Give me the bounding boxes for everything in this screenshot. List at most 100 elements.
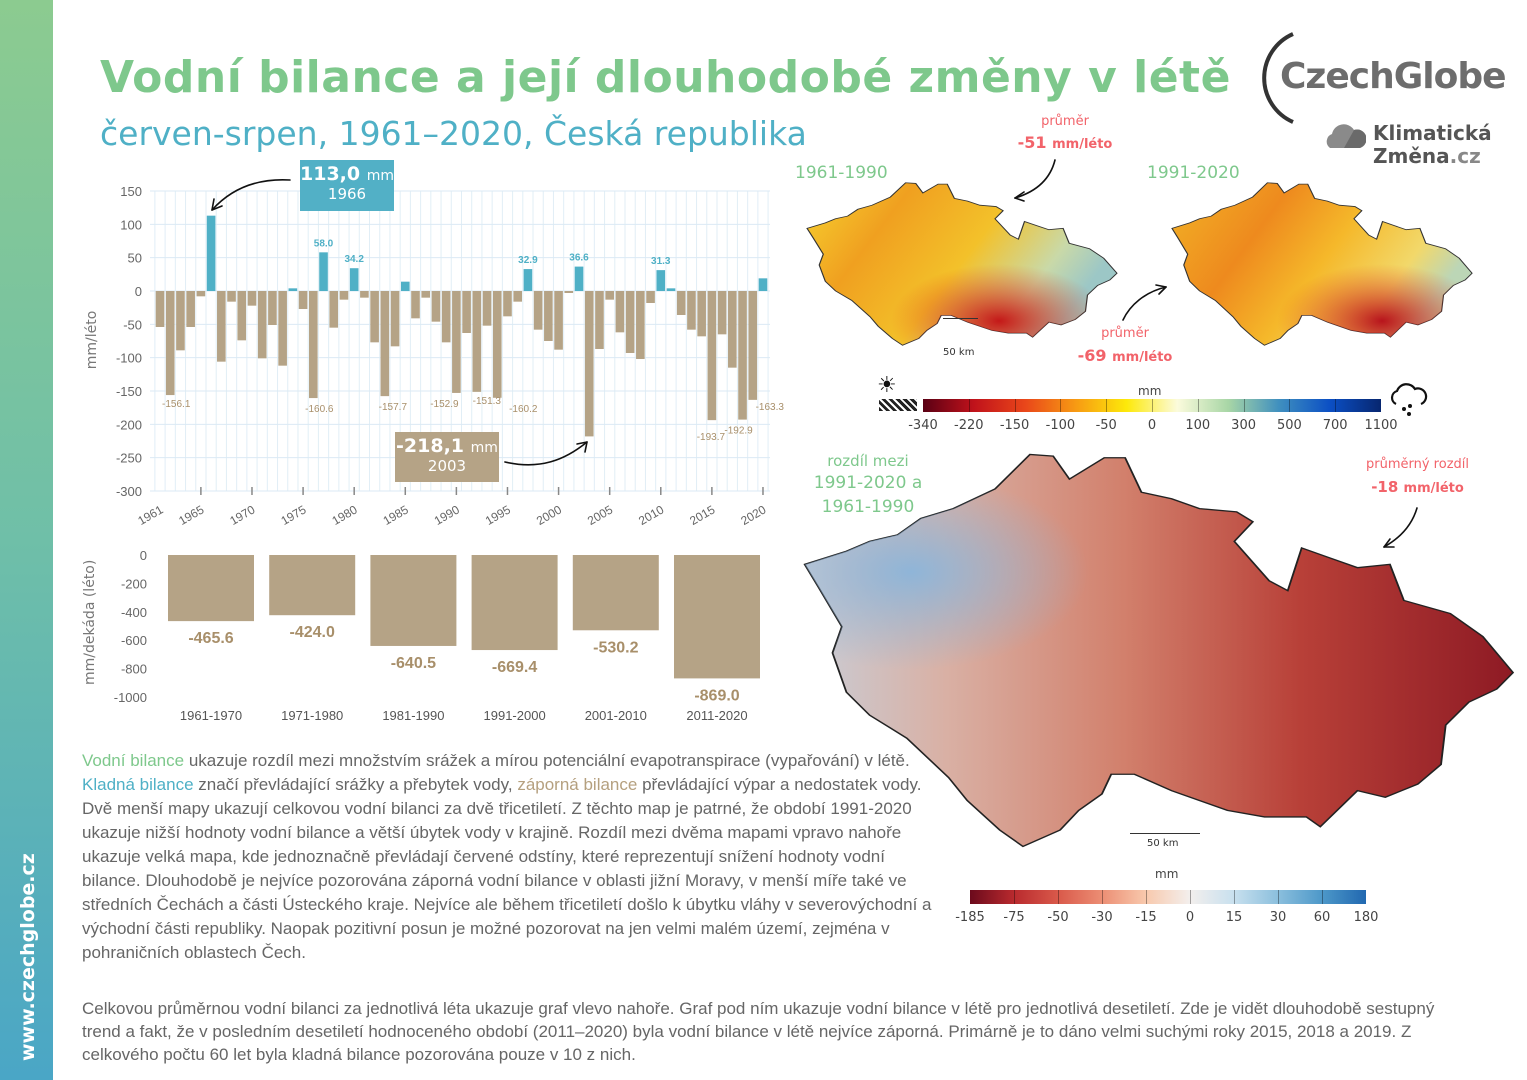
decade-category: 1991-2000: [484, 708, 546, 723]
diff-avg-label: průměrný rozdíl: [1366, 457, 1469, 472]
bar-2000: [554, 291, 563, 350]
bar-1969: [237, 291, 247, 341]
legend1-colorbar: [923, 399, 1381, 412]
x-tick-label: 1990: [432, 502, 462, 528]
bar-1982: [370, 291, 379, 343]
bar-2005: [605, 291, 614, 300]
bar-1991: [462, 291, 471, 333]
y-tick-label: -200: [116, 417, 142, 432]
bar-2016: [717, 291, 727, 335]
decade-bar-1961-1970: [168, 555, 254, 622]
callout-min-unit: mm: [470, 440, 498, 456]
term-zaporna-bilance: záporná bilance: [517, 775, 638, 794]
data-label-1976: -160.6: [305, 404, 334, 415]
decade-label: -424.0: [290, 624, 335, 641]
p1-text-2: značí převládající srážky a přebytek vod…: [193, 775, 518, 794]
charts-canvas: 150 100 50 0 -50 -100 -150 -200 -250 -300 1961 1965…: [114, 184, 785, 723]
bar-2013: [687, 291, 696, 330]
bar-2006: [615, 291, 625, 333]
bar-1972: [268, 291, 277, 325]
colorbar-divider: [1335, 399, 1337, 412]
callout-max-unit: mm: [366, 168, 395, 184]
bar-1975: [298, 291, 308, 309]
y-tick-label: -150: [116, 384, 142, 399]
map1-avg-value: -51: [1017, 133, 1047, 152]
bar-1967: [217, 291, 226, 362]
decade-label: -530.2: [593, 639, 638, 656]
colorbar-tick-label: -150: [999, 418, 1030, 433]
czechglobe-logo: CzechGlobe: [1280, 56, 1507, 97]
bar-2018: [738, 291, 747, 420]
colorbar-divider: [1190, 890, 1191, 904]
decade-bar-1991-2000: [471, 555, 558, 651]
y-tick-label: -100: [116, 351, 142, 366]
y-tick-label: -250: [116, 451, 142, 466]
x-tick-label: 1970: [227, 502, 257, 528]
colorbar-tick-label: 500: [1276, 418, 1302, 433]
bar-2007: [625, 291, 635, 353]
decade-category: 2001-2010: [585, 708, 647, 723]
klimaticka-zmena-logo: Klimatická Změna.cz: [1373, 122, 1492, 168]
map1-avg-unit: mm/léto: [1052, 137, 1113, 152]
website-link[interactable]: www.czechglobe.cz: [17, 853, 39, 1061]
bar-1988: [431, 291, 441, 322]
data-label-2015: -193.7: [697, 432, 726, 443]
colorbar-tick-label: 60: [1313, 910, 1331, 925]
bar-2012: [676, 291, 686, 315]
logo-line2: Změna: [1373, 144, 1450, 168]
data-label-1997: 32.9: [518, 255, 538, 266]
sun-icon: ☀: [877, 373, 897, 398]
colorbar-divider: [968, 399, 970, 412]
diff-label-3: 1961-1990: [821, 497, 915, 517]
x-tick-label: 2000: [534, 502, 564, 528]
colorbar-tick-label: 180: [1353, 910, 1379, 925]
bar-1997: [523, 269, 533, 291]
bar-1983: [380, 291, 390, 397]
y2-tick-label: -400: [121, 605, 147, 620]
bar-2017: [728, 291, 737, 368]
colorbar-divider: [1101, 890, 1103, 904]
scale-label-big: 50 km: [1147, 838, 1179, 849]
callout-min: -218,1 mm 2003: [395, 432, 499, 482]
callout-min-year: 2003: [427, 457, 467, 475]
diff-label-1: rozdíl mezi: [827, 452, 909, 470]
y2-tick-label: -800: [121, 662, 147, 677]
bar-2001: [564, 291, 574, 293]
bar-2011: [666, 288, 676, 291]
bar-1985: [400, 281, 410, 291]
legend2-unit: mm: [1155, 867, 1179, 881]
bar-1976: [309, 291, 318, 399]
x-tick-label: 2010: [636, 502, 666, 528]
bar-1981: [360, 291, 369, 298]
scale-bar-big: [1130, 833, 1200, 834]
colorbar-divider: [1146, 890, 1147, 904]
colorbar-tick-label: -220: [954, 418, 984, 433]
y-tick-label: 50: [128, 251, 142, 266]
bar-1973: [278, 291, 287, 366]
bar-2008: [636, 291, 645, 359]
y2-tick-label: -600: [121, 633, 147, 648]
bar-1978: [329, 291, 339, 328]
bar-1984: [390, 291, 400, 347]
p1-text-1: ukazuje rozdíl mezi množstvím srážek a m…: [184, 751, 910, 770]
bar-2019: [748, 291, 758, 400]
colorbar-tick-label: 15: [1225, 910, 1243, 925]
page-subtitle: červen-srpen, 1961–2020, Česká republika: [100, 114, 807, 153]
map1-avg-label: průměr: [1041, 114, 1089, 129]
x-tick-label: 1961: [135, 502, 165, 528]
decade-bar-1981-1990: [370, 555, 457, 646]
bar-1961: [155, 291, 165, 327]
decade-bar-2011-2020: [674, 555, 760, 679]
bar-1995: [503, 291, 512, 317]
data-label-1994: -160.2: [509, 404, 538, 415]
x-tick-label: 1975: [278, 502, 308, 528]
data-label-1992: -151.3: [473, 396, 502, 407]
colorbar-divider: [1233, 890, 1235, 904]
x-tick-label: 1985: [381, 502, 411, 528]
data-label-1962: -156.1: [162, 399, 191, 410]
bar-1963: [176, 291, 185, 351]
y2-tick-label: 0: [140, 548, 147, 563]
y-tick-label: 100: [120, 217, 142, 232]
decade-category: 1971-1980: [281, 708, 343, 723]
colorbar-divider: [1278, 890, 1279, 904]
